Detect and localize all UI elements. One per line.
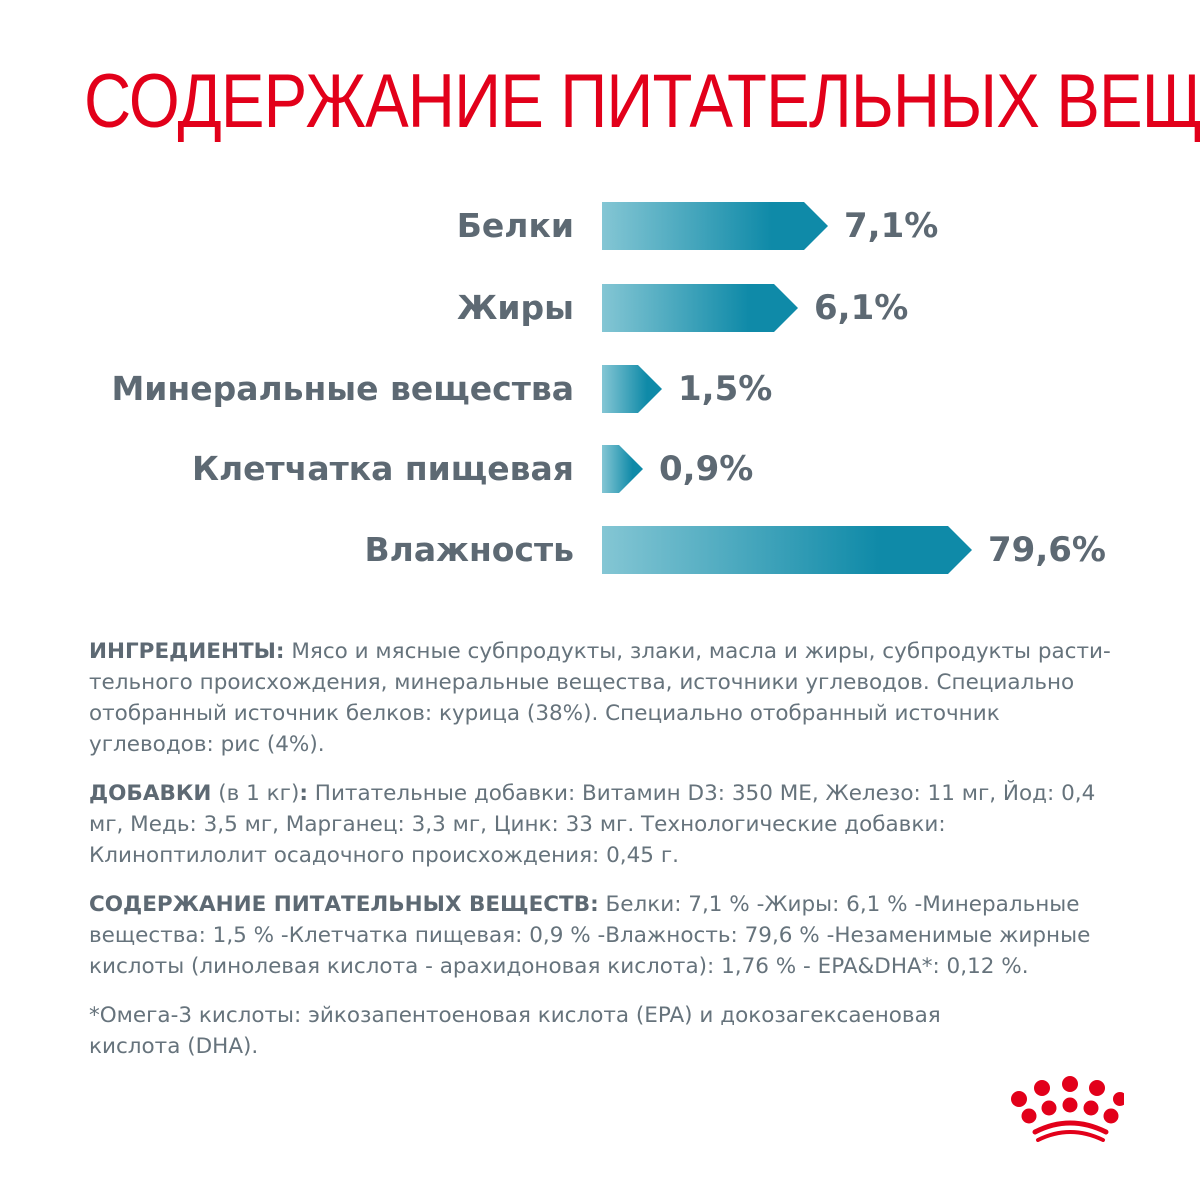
bar [602, 202, 828, 250]
bar [602, 365, 662, 413]
category-label: Клетчатка пищевая [192, 449, 574, 488]
additives-text: Питательные добавки: Витамин D3: 350 МЕ,… [89, 781, 1096, 868]
bar-row: Жиры 6,1% [0, 284, 1200, 332]
additives-colon: : [299, 781, 308, 806]
footnote: *Омега-3 кислоты: эйкозапентоеновая кисл… [89, 1003, 941, 1059]
bar-row: Клетчатка пищевая 0,9% [0, 445, 1200, 493]
nutrients-label: СОДЕРЖАНИЕ ПИТАТЕЛЬНЫХ ВЕЩЕСТВ: [89, 892, 599, 917]
category-label: Белки [456, 206, 574, 245]
value-label: 79,6% [988, 530, 1106, 570]
additives-paragraph: ДОБАВКИ (в 1 кг): Питательные добавки: В… [89, 778, 1119, 871]
crown-logo-icon [1011, 1076, 1124, 1142]
bar [602, 526, 972, 574]
additives-sub: (в 1 кг) [211, 781, 300, 806]
category-label: Влажность [364, 530, 574, 569]
value-label: 6,1% [814, 288, 909, 328]
bar [602, 445, 643, 493]
ingredients-paragraph: ИНГРЕДИЕНТЫ: Мясо и мясные субпродукты, … [89, 636, 1119, 760]
bar-row: Минеральные вещества 1,5% [0, 365, 1200, 413]
category-label: Минеральные вещества [111, 369, 574, 408]
nutrients-text: Белки: 7,1 % -Жиры: 6,1 % -Минеральные в… [89, 892, 1091, 979]
description: ИНГРЕДИЕНТЫ: Мясо и мясные субпродукты, … [89, 636, 1119, 1080]
chart-title: СОДЕРЖАНИЕ ПИТАТЕЛЬНЫХ ВЕЩЕСТВ [84, 59, 1200, 144]
value-label: 0,9% [659, 449, 754, 489]
bar-row: Белки 7,1% [0, 202, 1200, 250]
ingredients-text: Мясо и мясные субпродукты, злаки, масла … [89, 639, 1111, 757]
category-label: Жиры [457, 288, 574, 327]
value-label: 7,1% [844, 206, 939, 246]
nutrients-paragraph: СОДЕРЖАНИЕ ПИТАТЕЛЬНЫХ ВЕЩЕСТВ: Белки: 7… [89, 889, 1119, 982]
ingredients-label: ИНГРЕДИЕНТЫ: [89, 639, 285, 664]
value-label: 1,5% [678, 369, 773, 409]
bar-row: Влажность 79,6% [0, 526, 1200, 574]
bar [602, 284, 798, 332]
additives-label: ДОБАВКИ [89, 781, 212, 806]
